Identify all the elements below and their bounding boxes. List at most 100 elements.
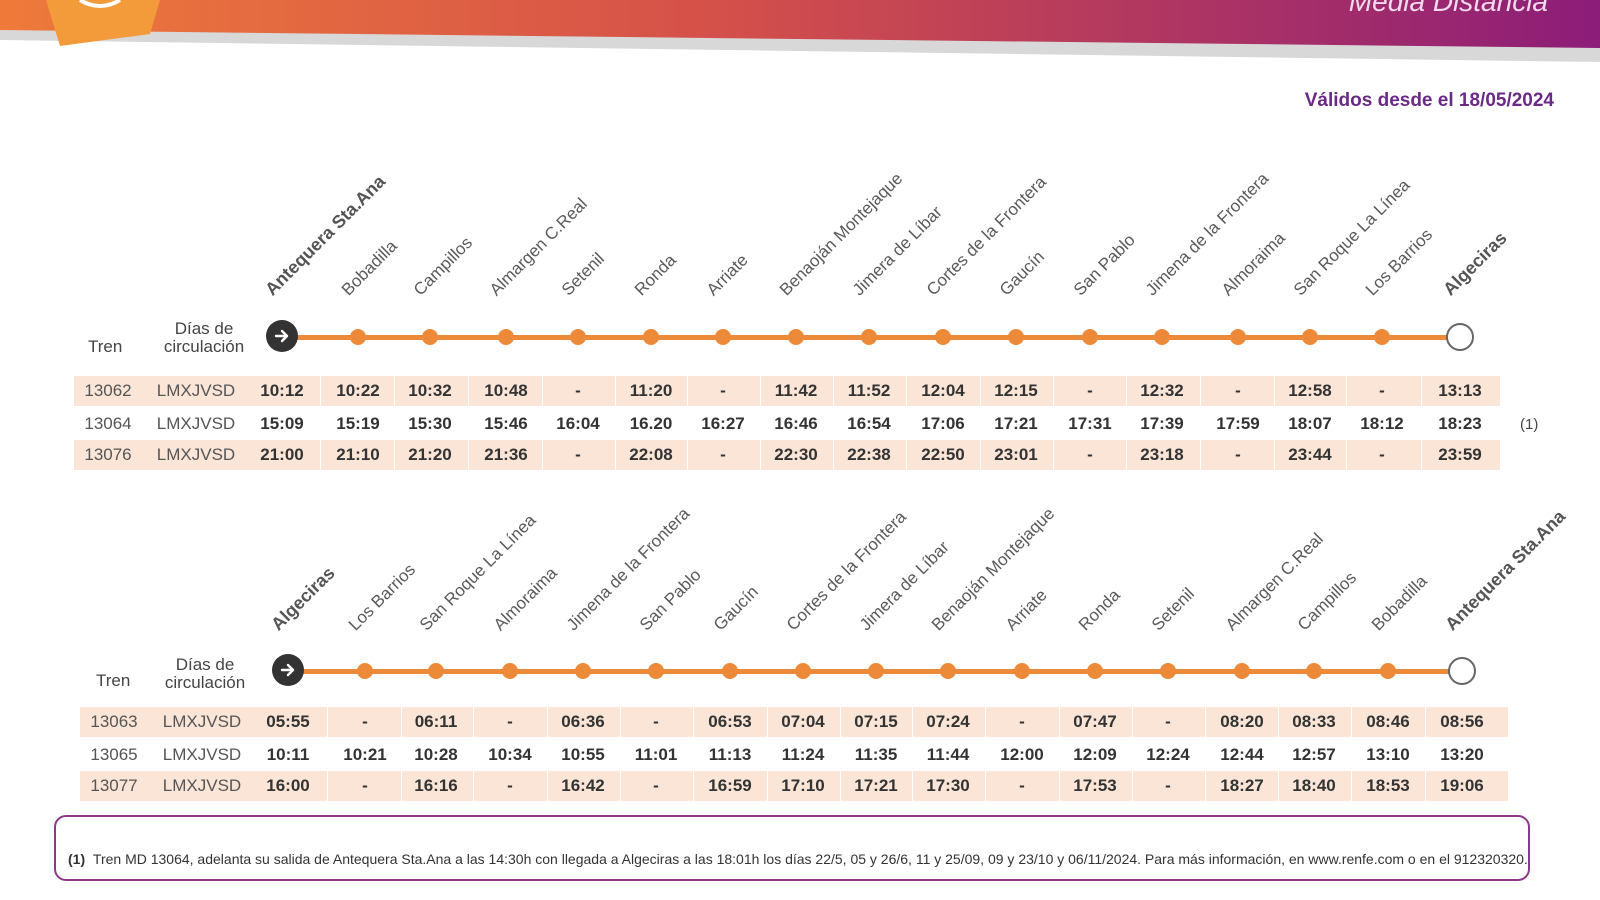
departure-time: 17:39 xyxy=(1140,414,1184,433)
operating-days: LMXJVSD xyxy=(162,712,242,731)
outbound-station-label: Campillos xyxy=(409,233,477,300)
station-stop-dot xyxy=(935,329,951,345)
station-stop-dot xyxy=(868,663,884,679)
departure-time: 12:24 xyxy=(1146,745,1190,764)
departure-time: 22:08 xyxy=(629,445,673,464)
station-stop-dot xyxy=(1230,329,1246,345)
departure-time: 10:21 xyxy=(343,745,387,764)
inbound-station-label: Bobadilla xyxy=(1367,571,1431,635)
departure-time: - xyxy=(720,445,726,464)
table-row: 13065 LMXJVSD 10:11 10:21 10:28 10:34 10:55 11:… xyxy=(80,740,1508,770)
table-row: 13062 LMXJVSD 10:12 10:22 10:32 10:48 - 11:20 - 1… xyxy=(74,376,1500,406)
column-separator xyxy=(1346,440,1347,470)
departure-time: - xyxy=(507,776,513,795)
departure-time: 13:20 xyxy=(1440,745,1484,764)
column-separator xyxy=(547,771,548,801)
column-separator xyxy=(767,771,768,801)
station-stop-dot xyxy=(1234,663,1250,679)
header-train: Tren xyxy=(88,337,123,356)
outbound-station-label: Jimena de la Frontera xyxy=(1141,168,1273,300)
header-band xyxy=(0,0,1600,62)
outbound-station-label: Algeciras xyxy=(1439,227,1511,300)
train-number: 13065 xyxy=(90,745,138,764)
station-stop-dot xyxy=(570,329,586,345)
column-separator xyxy=(985,771,986,801)
column-separator xyxy=(320,376,321,406)
departure-time: 10:11 xyxy=(266,745,310,764)
departure-time: 16:27 xyxy=(701,414,745,433)
departure-time: 11:13 xyxy=(708,745,752,764)
outbound-station-label: Los Barrios xyxy=(1361,225,1437,300)
departure-time: 21:10 xyxy=(336,445,380,464)
column-separator xyxy=(401,771,402,801)
operating-days: LMXJVSD xyxy=(156,381,236,400)
departure-time: 07:04 xyxy=(781,712,825,731)
inbound-station-label: Ronda xyxy=(1074,585,1124,635)
departure-time: 17:59 xyxy=(1216,414,1260,433)
departure-time: 12:04 xyxy=(921,381,965,400)
column-separator xyxy=(1274,376,1275,406)
departure-time: 11:52 xyxy=(847,381,891,400)
footnote-box: (1) Tren MD 13064, adelanta su salida de… xyxy=(54,815,1530,881)
column-separator xyxy=(1059,771,1060,801)
departure-time: 22:50 xyxy=(921,445,965,464)
departure-time: - xyxy=(1235,381,1241,400)
column-separator xyxy=(693,707,694,737)
departure-time: 10:22 xyxy=(336,381,380,400)
start-arrow-icon xyxy=(272,654,304,686)
outbound-route-line xyxy=(0,317,1600,357)
column-separator xyxy=(468,376,469,406)
departure-time: 18:23 xyxy=(1438,414,1482,433)
header-days: Días de circulación xyxy=(163,319,245,356)
logo-shape xyxy=(46,0,160,46)
column-separator xyxy=(1126,376,1127,406)
column-separator xyxy=(620,771,621,801)
departure-time: 22:30 xyxy=(774,445,818,464)
inbound-station-label: Arriate xyxy=(1001,585,1051,635)
column-separator xyxy=(1126,440,1127,470)
departure-time: 16:16 xyxy=(414,776,458,795)
departure-time: 18:12 xyxy=(1360,414,1404,433)
departure-time: - xyxy=(1087,445,1093,464)
table-row: 13077 LMXJVSD 16:00 - 16:16 - 16:42 - 16:59 17:10… xyxy=(80,771,1508,801)
column-separator xyxy=(687,376,688,406)
footnote-marker: (1) xyxy=(1520,416,1539,433)
station-stop-dot xyxy=(861,329,877,345)
inbound-station-label: Cortes de la Frontera xyxy=(782,507,910,635)
departure-time: - xyxy=(575,445,581,464)
departure-time: 08:46 xyxy=(1366,712,1410,731)
column-separator xyxy=(394,440,395,470)
outbound-station-label: Almoraima xyxy=(1217,228,1289,300)
train-number: 13064 xyxy=(84,414,132,433)
departure-time: 13:10 xyxy=(1366,745,1410,764)
departure-time: 17:21 xyxy=(854,776,898,795)
departure-time: 07:47 xyxy=(1073,712,1117,731)
departure-time: 08:33 xyxy=(1292,712,1336,731)
station-stop-dot xyxy=(1087,663,1103,679)
column-separator xyxy=(473,771,474,801)
departure-time: 12:15 xyxy=(994,381,1038,400)
departure-time: 07:15 xyxy=(854,712,898,731)
departure-time: - xyxy=(1019,712,1025,731)
departure-time: 10:55 xyxy=(561,745,605,764)
station-stop-dot xyxy=(1160,663,1176,679)
inbound-station-label: Algeciras xyxy=(267,562,339,635)
departure-time: 10:34 xyxy=(488,745,532,764)
column-separator xyxy=(394,376,395,406)
departure-time: 15:30 xyxy=(408,414,452,433)
column-separator xyxy=(1200,376,1201,406)
column-separator xyxy=(468,440,469,470)
column-separator xyxy=(1205,771,1206,801)
departure-time: 21:20 xyxy=(408,445,452,464)
departure-time: 17:10 xyxy=(781,776,825,795)
column-separator xyxy=(1053,376,1054,406)
column-separator xyxy=(980,440,981,470)
inbound-station-labels: Algeciras Los Barrios San Roque La Línea Al… xyxy=(0,445,1600,635)
departure-time: - xyxy=(653,712,659,731)
departure-time: 05:55 xyxy=(266,712,310,731)
inbound-route-line xyxy=(0,651,1600,691)
departure-time: 16:46 xyxy=(774,414,818,433)
outbound-station-label: Cortes de la Frontera xyxy=(922,172,1050,300)
operating-days: LMXJVSD xyxy=(162,745,242,764)
train-number: 13063 xyxy=(90,712,138,731)
